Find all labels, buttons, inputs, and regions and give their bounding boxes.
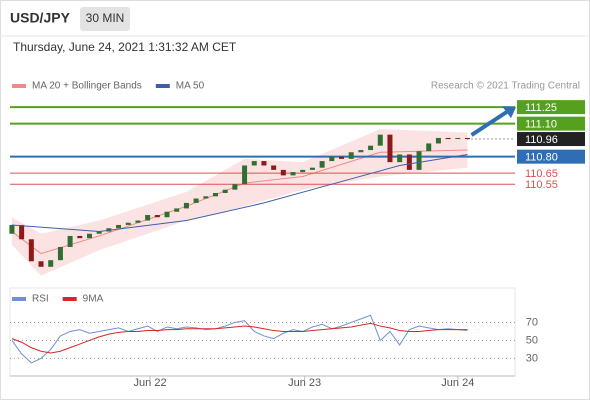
y-tick-label: 30 <box>526 352 538 364</box>
candle <box>280 169 286 176</box>
current-price-label: 110.96 <box>525 134 558 146</box>
candle <box>164 211 170 218</box>
legend-swatch <box>155 84 170 88</box>
candle <box>38 261 44 267</box>
rsi-line <box>11 322 468 354</box>
candle <box>57 246 63 261</box>
candle <box>397 154 403 163</box>
candle <box>125 222 131 225</box>
candle <box>77 235 83 239</box>
legend-label: MA 20 + Bollinger Bands <box>32 81 142 92</box>
legend-swatch <box>12 297 26 301</box>
candle <box>377 134 383 146</box>
level-label: 111.10 <box>525 119 557 131</box>
level-label-box <box>517 116 585 131</box>
level-label: 110.65 <box>525 168 558 180</box>
datetime: Thursday, June 24, 2021 1:31:32 AM CET <box>13 40 237 54</box>
ma50-line <box>11 153 468 233</box>
candle <box>135 220 141 223</box>
candle <box>212 193 218 197</box>
candle <box>242 165 248 185</box>
candle <box>261 161 267 166</box>
candle <box>86 233 92 239</box>
candle <box>203 196 209 199</box>
candle <box>290 172 296 176</box>
level-label: 111.25 <box>525 102 557 114</box>
candle <box>338 156 344 159</box>
y-tick-label: 70 <box>526 316 538 328</box>
level-label: 110.80 <box>525 152 558 164</box>
candle <box>416 151 422 170</box>
candle <box>309 167 315 170</box>
candle <box>9 224 15 234</box>
candle <box>435 137 441 144</box>
level-label: 110.55 <box>525 179 558 191</box>
bollinger-band <box>11 129 468 276</box>
candle <box>19 224 25 240</box>
candle <box>445 137 451 140</box>
legend-label: MA 50 <box>176 81 205 92</box>
legend-label: RSI <box>32 294 49 305</box>
candle <box>387 134 393 163</box>
candle <box>28 239 34 262</box>
candle <box>174 208 180 212</box>
y-tick-label: 50 <box>526 334 538 346</box>
candle <box>251 161 257 166</box>
candle <box>455 137 461 140</box>
level-label-box <box>517 100 585 115</box>
candle <box>222 189 228 194</box>
timeframe-box <box>80 7 130 31</box>
candle <box>96 231 102 234</box>
candle <box>426 143 432 152</box>
forecast-arrow-head <box>502 106 516 119</box>
legend-label: 9MA <box>83 294 104 305</box>
legend-swatch <box>62 297 77 301</box>
candle <box>232 184 238 190</box>
x-tick-label: Jun 24 <box>441 377 474 389</box>
candle <box>358 150 364 153</box>
symbol: USD/JPY <box>10 10 71 26</box>
candle <box>193 198 199 203</box>
candle <box>300 169 306 173</box>
candle <box>271 165 277 170</box>
x-tick-label: Jun 23 <box>288 377 321 389</box>
candle <box>48 260 54 267</box>
candle <box>465 137 471 140</box>
x-tick-label: Jun 22 <box>134 377 167 389</box>
credit: Research © 2021 Trading Central <box>431 81 580 92</box>
rsi-line <box>11 314 468 364</box>
candle <box>183 202 189 209</box>
candle <box>145 215 151 221</box>
legend-swatch <box>12 84 26 88</box>
candle <box>368 145 374 151</box>
forecast-arrow <box>470 109 510 137</box>
candle <box>319 161 325 168</box>
candle <box>116 224 122 229</box>
current-price-box <box>517 132 585 147</box>
candle <box>406 154 412 170</box>
candle <box>348 152 354 159</box>
candle <box>67 235 73 247</box>
candle <box>329 156 335 162</box>
candle <box>154 215 160 218</box>
timeframe: 30 MIN <box>86 11 125 25</box>
level-label-box <box>517 149 585 164</box>
